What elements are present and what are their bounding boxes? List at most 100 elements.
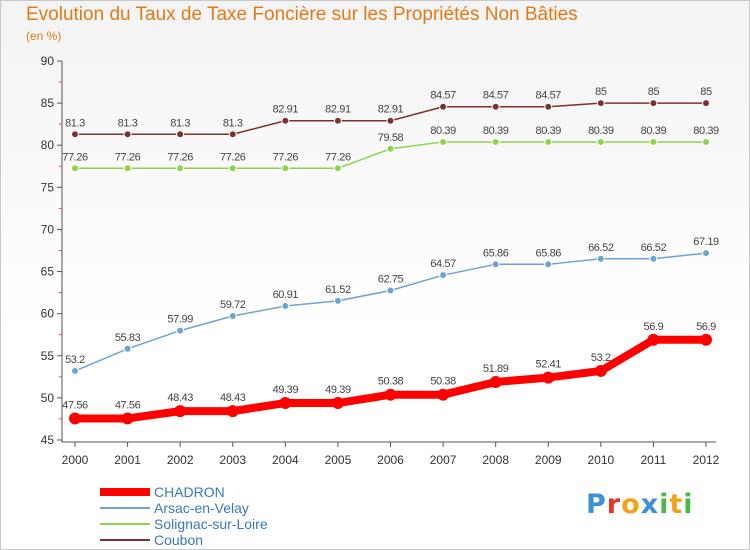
- data-point-chadron: [69, 412, 81, 425]
- data-point-solignac-sur-loire: [281, 164, 290, 173]
- y-tick-label: 90: [41, 54, 55, 68]
- x-tick-label: 2000: [62, 453, 89, 467]
- data-label-chadron: 49.39: [273, 384, 299, 396]
- data-label-arsac-en-velay: 67.19: [693, 236, 719, 248]
- data-point-arsac-en-velay: [228, 312, 237, 321]
- data-point-solignac-sur-loire: [176, 164, 185, 173]
- x-tick-label: 2008: [482, 453, 509, 467]
- data-point-arsac-en-velay: [596, 254, 605, 263]
- data-label-coubon: 82.91: [378, 104, 404, 116]
- data-point-solignac-sur-loire: [439, 137, 448, 146]
- x-tick-label: 2011: [641, 453, 667, 467]
- data-point-coubon: [649, 99, 658, 108]
- x-tick-label: 2010: [587, 453, 614, 467]
- data-point-arsac-en-velay: [386, 286, 395, 295]
- data-point-arsac-en-velay: [333, 296, 342, 305]
- data-label-chadron: 49.39: [325, 384, 351, 396]
- data-label-chadron: 52.41: [535, 359, 561, 371]
- data-point-solignac-sur-loire: [333, 164, 342, 173]
- data-label-solignac-sur-loire: 77.26: [220, 151, 246, 163]
- x-tick-label: 2001: [114, 453, 141, 467]
- data-point-coubon: [596, 99, 605, 108]
- data-label-solignac-sur-loire: 80.39: [430, 125, 456, 137]
- data-label-arsac-en-velay: 61.52: [325, 284, 351, 296]
- series-line-arsac-en-velay: [74, 252, 707, 372]
- data-point-coubon: [544, 102, 553, 111]
- y-tick-label: 85: [41, 96, 55, 110]
- logo-letter: t: [669, 489, 684, 520]
- data-point-chadron: [437, 388, 450, 401]
- legend-swatch: [100, 507, 150, 509]
- data-label-arsac-en-velay: 66.52: [588, 242, 614, 254]
- data-label-solignac-sur-loire: 77.26: [115, 151, 141, 163]
- data-label-solignac-sur-loire: 80.39: [588, 125, 614, 137]
- data-point-chadron: [226, 405, 239, 418]
- data-label-solignac-sur-loire: 80.39: [483, 125, 509, 137]
- logo-letter: P: [586, 489, 607, 520]
- x-tick-label: 2005: [325, 453, 352, 467]
- data-label-chadron: 50.38: [430, 376, 456, 388]
- logo-letter: r: [606, 489, 622, 520]
- y-tick-label: 60: [41, 307, 55, 321]
- logo-letter: i: [683, 489, 694, 520]
- data-label-solignac-sur-loire: 79.58: [378, 132, 404, 144]
- data-label-coubon: 84.57: [535, 90, 561, 102]
- data-label-coubon: 85: [595, 86, 607, 98]
- x-tick-label: 2002: [167, 453, 194, 467]
- data-label-arsac-en-velay: 62.75: [378, 274, 404, 286]
- data-point-arsac-en-velay: [71, 366, 79, 375]
- data-point-chadron: [384, 388, 397, 401]
- chart-title: Evolution du Taux de Taxe Foncière sur l…: [26, 4, 578, 25]
- data-label-solignac-sur-loire: 80.39: [535, 125, 561, 137]
- x-tick-label: 2009: [535, 453, 562, 467]
- data-point-coubon: [386, 116, 395, 125]
- data-point-arsac-en-velay: [491, 260, 500, 269]
- data-point-arsac-en-velay: [281, 302, 290, 311]
- data-point-solignac-sur-loire: [596, 137, 605, 146]
- data-label-solignac-sur-loire: 77.26: [62, 151, 88, 163]
- data-label-arsac-en-velay: 57.99: [167, 314, 193, 326]
- data-point-solignac-sur-loire: [544, 137, 553, 146]
- line-chart: 45 50 55 60 65 70 75 80 85 90 2000 2001 2002 2003 2004…: [41, 54, 720, 467]
- data-label-chadron: 53.2: [591, 352, 611, 364]
- data-label-coubon: 81.3: [65, 117, 85, 129]
- x-tick-label: 2006: [377, 453, 404, 467]
- data-point-arsac-en-velay: [544, 260, 553, 269]
- data-point-coubon: [702, 99, 710, 108]
- data-label-arsac-en-velay: 53.2: [65, 354, 85, 366]
- data-label-chadron: 51.89: [483, 363, 509, 375]
- data-label-chadron: 56.9: [696, 321, 716, 333]
- data-label-chadron: 56.9: [644, 321, 664, 333]
- data-point-arsac-en-velay: [702, 249, 710, 258]
- data-label-arsac-en-velay: 64.57: [430, 258, 456, 270]
- data-label-coubon: 81.3: [223, 117, 243, 129]
- y-tick-label: 75: [41, 180, 55, 194]
- data-point-coubon: [123, 130, 132, 139]
- data-label-arsac-en-velay: 65.86: [535, 247, 561, 259]
- data-point-solignac-sur-loire: [386, 144, 395, 153]
- data-label-solignac-sur-loire: 77.26: [167, 151, 193, 163]
- data-label-coubon: 82.91: [325, 104, 351, 116]
- data-point-chadron: [700, 333, 712, 346]
- proxiti-logo: Proxiti: [586, 489, 694, 520]
- logo-letter: o: [621, 489, 641, 520]
- y-tick-label: 50: [41, 391, 55, 405]
- y-tick-label: 80: [41, 138, 55, 152]
- data-label-coubon: 85: [700, 86, 712, 98]
- data-point-arsac-en-velay: [649, 254, 658, 263]
- logo-letter: x: [640, 489, 660, 520]
- legend-label: Coubon: [154, 532, 204, 548]
- data-label-chadron: 47.56: [115, 399, 141, 411]
- data-point-chadron: [542, 371, 555, 384]
- data-point-chadron: [647, 333, 660, 346]
- data-label-arsac-en-velay: 55.83: [115, 332, 141, 344]
- data-point-solignac-sur-loire: [702, 137, 710, 146]
- data-label-solignac-sur-loire: 77.26: [273, 151, 299, 163]
- legend-swatch: [100, 488, 150, 496]
- data-label-solignac-sur-loire: 80.39: [641, 125, 667, 137]
- y-unit-label: (en %): [26, 29, 62, 43]
- data-point-solignac-sur-loire: [649, 137, 658, 146]
- data-label-arsac-en-velay: 66.52: [641, 242, 667, 254]
- y-tick-label: 65: [41, 265, 55, 279]
